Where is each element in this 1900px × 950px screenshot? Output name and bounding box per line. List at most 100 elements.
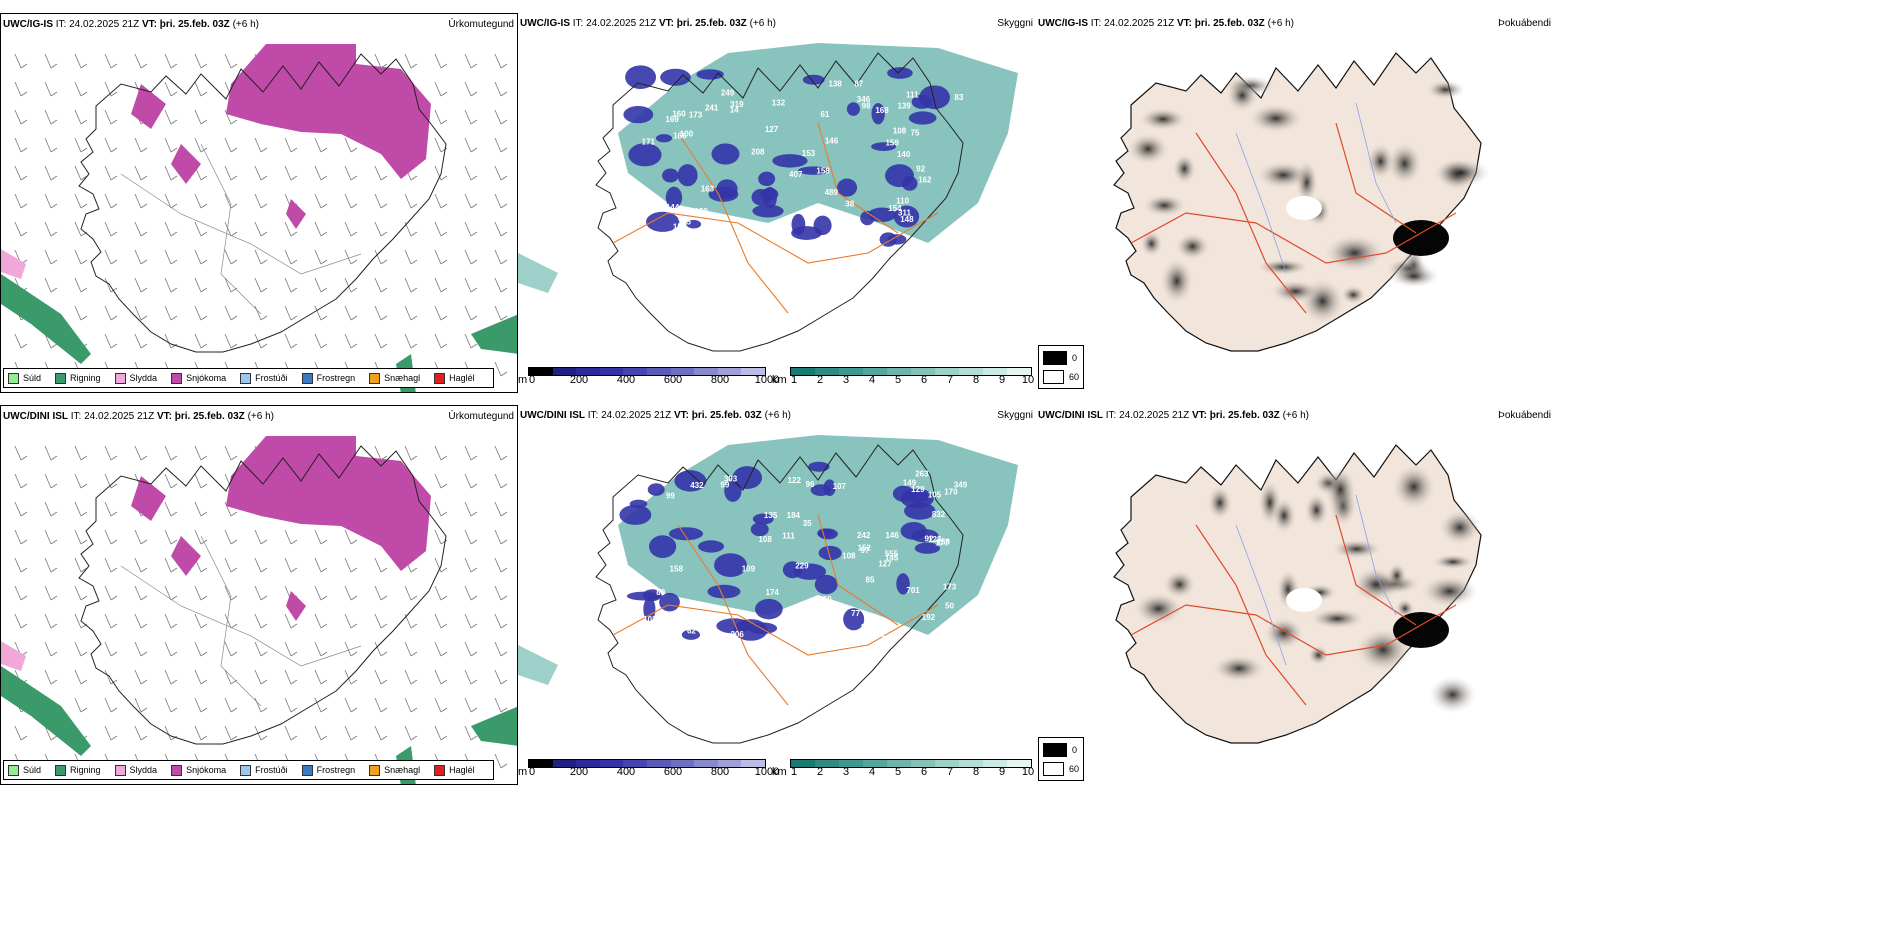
road-network (1130, 514, 1457, 706)
wind-barb (74, 641, 82, 657)
fog-index-panel[interactable]: 0 60 UWC/DINI ISL IT: 24.02.2025 21Z VT: þ… (1036, 405, 1554, 785)
legend-swatch (114, 372, 126, 384)
wind-barb (164, 641, 172, 657)
wind-barb (344, 249, 352, 265)
legend-item: Snæhagl (369, 764, 420, 776)
low-visibility-area (518, 253, 558, 293)
wind-barb (464, 277, 472, 293)
cloud-base-value: 184 (787, 511, 801, 520)
cloud-base-value: 145 (885, 553, 899, 562)
wind-barb (464, 669, 472, 685)
wind-barb (104, 725, 112, 741)
legend-swatch (171, 764, 183, 776)
cloud-base-value: 154 (888, 204, 902, 213)
wind-barb (224, 725, 232, 741)
wind-barb (164, 473, 172, 489)
wind-barb (44, 221, 52, 237)
cloud-base-value: 129 (911, 485, 925, 494)
fog-shade (1391, 463, 1437, 511)
wind-barb (254, 277, 262, 293)
it-label: IT: (1105, 410, 1117, 421)
legend-label: Frostúði (255, 373, 288, 383)
fog-shade (1137, 107, 1189, 132)
wind-barb (104, 53, 112, 69)
wind-barb (494, 473, 502, 489)
colorbar-tick: 400 (616, 766, 636, 778)
cloud-base-value: 62 (687, 627, 696, 636)
wind-barb (44, 445, 52, 461)
wind-barb (314, 585, 322, 601)
colorbar-tick: 8 (972, 766, 980, 778)
fog-shade (1159, 257, 1194, 305)
cloud-base-value: 61 (820, 110, 829, 119)
wind-barb (494, 53, 502, 69)
cloud-base-patch (772, 154, 808, 168)
colorbar-tick: 5 (894, 766, 902, 778)
fog-shade (1262, 616, 1305, 651)
wind-barb (164, 445, 172, 461)
cloud-visibility-map: 249 108 172 169 139 150 148 407 346 168 135 87 163 16… (518, 43, 1018, 352)
legend-item: Slydda (114, 764, 157, 776)
wind-barb (434, 697, 442, 713)
road-network (120, 143, 362, 315)
wind-barb (434, 529, 442, 545)
low-visibility-area (518, 645, 558, 685)
legend-swatch (1043, 743, 1067, 757)
colorbar-strip (790, 759, 1032, 768)
wind-barb (404, 445, 412, 461)
wind-barb (164, 529, 172, 545)
legend-label: Haglél (449, 373, 475, 383)
wind-barb (434, 165, 442, 181)
cloud-base-value: 173 (689, 110, 703, 119)
vt-label: VT: (673, 410, 689, 421)
cloud-base-value: 38 (845, 199, 854, 208)
colorbar-unit: km (772, 374, 787, 386)
fog-shade (1322, 233, 1387, 273)
wind-barb (254, 613, 262, 629)
cloud-base-patch (843, 608, 865, 631)
wind-barb (44, 529, 52, 545)
wind-barb (284, 305, 292, 321)
cloud-visibility-panel[interactable]: 249 108 172 169 139 150 148 407 346 168 135 87 163 16… (518, 13, 1036, 393)
wind-barb (104, 669, 112, 685)
fog-index-panel[interactable]: 0 60 UWC/IG-IS IT: 24.02.2025 21Z VT: þri.… (1036, 13, 1554, 393)
wind-barb (314, 613, 322, 629)
cloud-base-patch (814, 574, 838, 595)
wind-barb (44, 613, 52, 629)
valid-time: þri. 25.feb. 03Z (174, 411, 245, 422)
cloud-base-value: 249 (721, 89, 735, 98)
colorbar-strip (790, 367, 1032, 376)
wind-barb (284, 137, 292, 153)
cloud-visibility-panel[interactable]: 184 146 135 127 149 476 242 349 123 107 150 206 263 1… (518, 405, 1036, 785)
precip-type-panel[interactable]: Súld Rigning Slydda Snjókoma Frostúði Frostre… (0, 13, 518, 393)
lead-time: (+6 h) (764, 410, 791, 421)
wind-barb (284, 725, 292, 741)
wind-barb (494, 305, 502, 321)
cloud-base-value: 108 (758, 535, 772, 544)
wind-barb (44, 137, 52, 153)
cloud-base-patch (782, 561, 803, 579)
cloud-base-patch (647, 483, 665, 496)
wind-barb (104, 221, 112, 237)
wind-barb (104, 501, 112, 517)
wind-barb (314, 249, 322, 265)
wind-barb (284, 697, 292, 713)
cloud-base-patch (677, 164, 698, 187)
wind-barb (464, 137, 472, 153)
cloud-base-value: 85 (866, 575, 875, 584)
valid-time: þri. 25.feb. 03Z (691, 410, 762, 421)
cloud-base-value: 171 (642, 137, 656, 146)
wind-barb (434, 81, 442, 97)
wind-barb (404, 641, 412, 657)
river-network (1235, 102, 1397, 274)
wind-barb (464, 557, 472, 573)
wind-barb (14, 193, 22, 209)
cloud-base-value: 701 (906, 586, 920, 595)
rain-area (471, 706, 517, 746)
precip-type-panel[interactable]: Súld Rigning Slydda Snjókoma Frostúði Frostre… (0, 405, 518, 785)
cloud-base-value: 229 (795, 562, 809, 571)
cloud-base-value: 342 (873, 630, 887, 639)
colorbar-tick: 3 (842, 374, 850, 386)
wind-barb (74, 249, 82, 265)
wind-barb (344, 585, 352, 601)
